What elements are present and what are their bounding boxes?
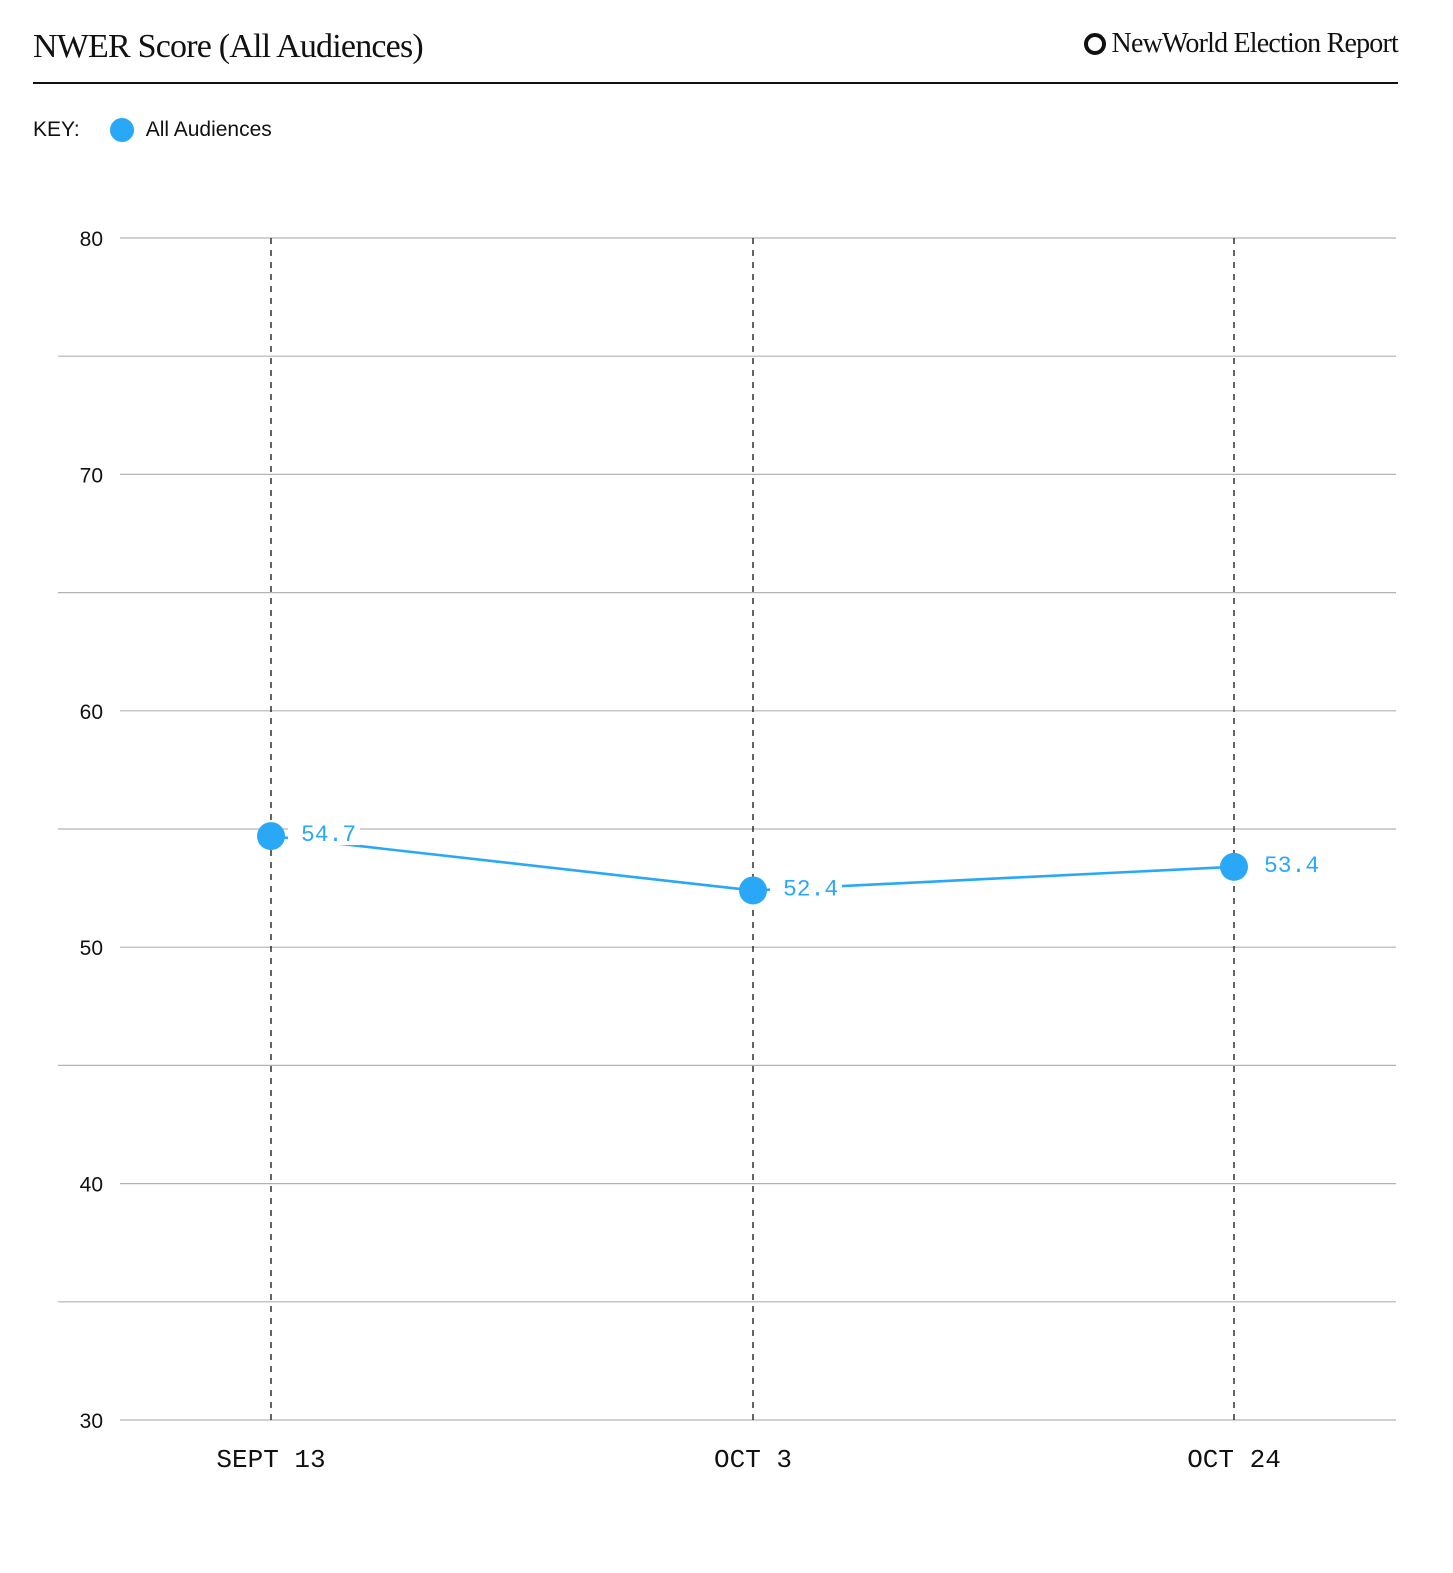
- data-label: 54.7: [301, 822, 356, 848]
- data-label-background: [1251, 849, 1323, 876]
- y-tick-label: 70: [80, 464, 103, 487]
- legend: KEY: All Audiences: [33, 118, 272, 142]
- legend-key-label: KEY:: [33, 118, 80, 141]
- legend-label-all-audiences: All Audiences: [145, 118, 272, 141]
- legend-swatch-all-audiences: [109, 118, 134, 142]
- x-tick-label: OCT 24: [1187, 1445, 1281, 1475]
- y-tick-label: 40: [80, 1174, 103, 1197]
- data-point: [739, 876, 767, 905]
- data-point: [257, 822, 285, 851]
- chart-title: NWER Score (All Audiences): [33, 28, 424, 65]
- data-label-background: [288, 819, 360, 846]
- brand-logo: NewWorld Election Report: [1083, 28, 1399, 60]
- data-point: [1220, 852, 1248, 881]
- x-tick-label: SEPT 13: [216, 1445, 325, 1475]
- y-tick-label: 50: [80, 937, 103, 960]
- y-tick-label: 30: [80, 1410, 103, 1433]
- data-label: 53.4: [1264, 853, 1319, 879]
- data-label: 52.4: [783, 876, 838, 902]
- data-label-background: [770, 873, 842, 900]
- brand-name: NewWorld Election Report: [1111, 28, 1399, 59]
- series-line-segment: [270, 834, 754, 892]
- header-divider: [33, 82, 1398, 84]
- y-tick-label: 60: [80, 701, 103, 724]
- y-tick-label: 80: [80, 228, 103, 251]
- ring-logo-icon: [1083, 33, 1106, 55]
- x-tick-label: OCT 3: [714, 1445, 792, 1475]
